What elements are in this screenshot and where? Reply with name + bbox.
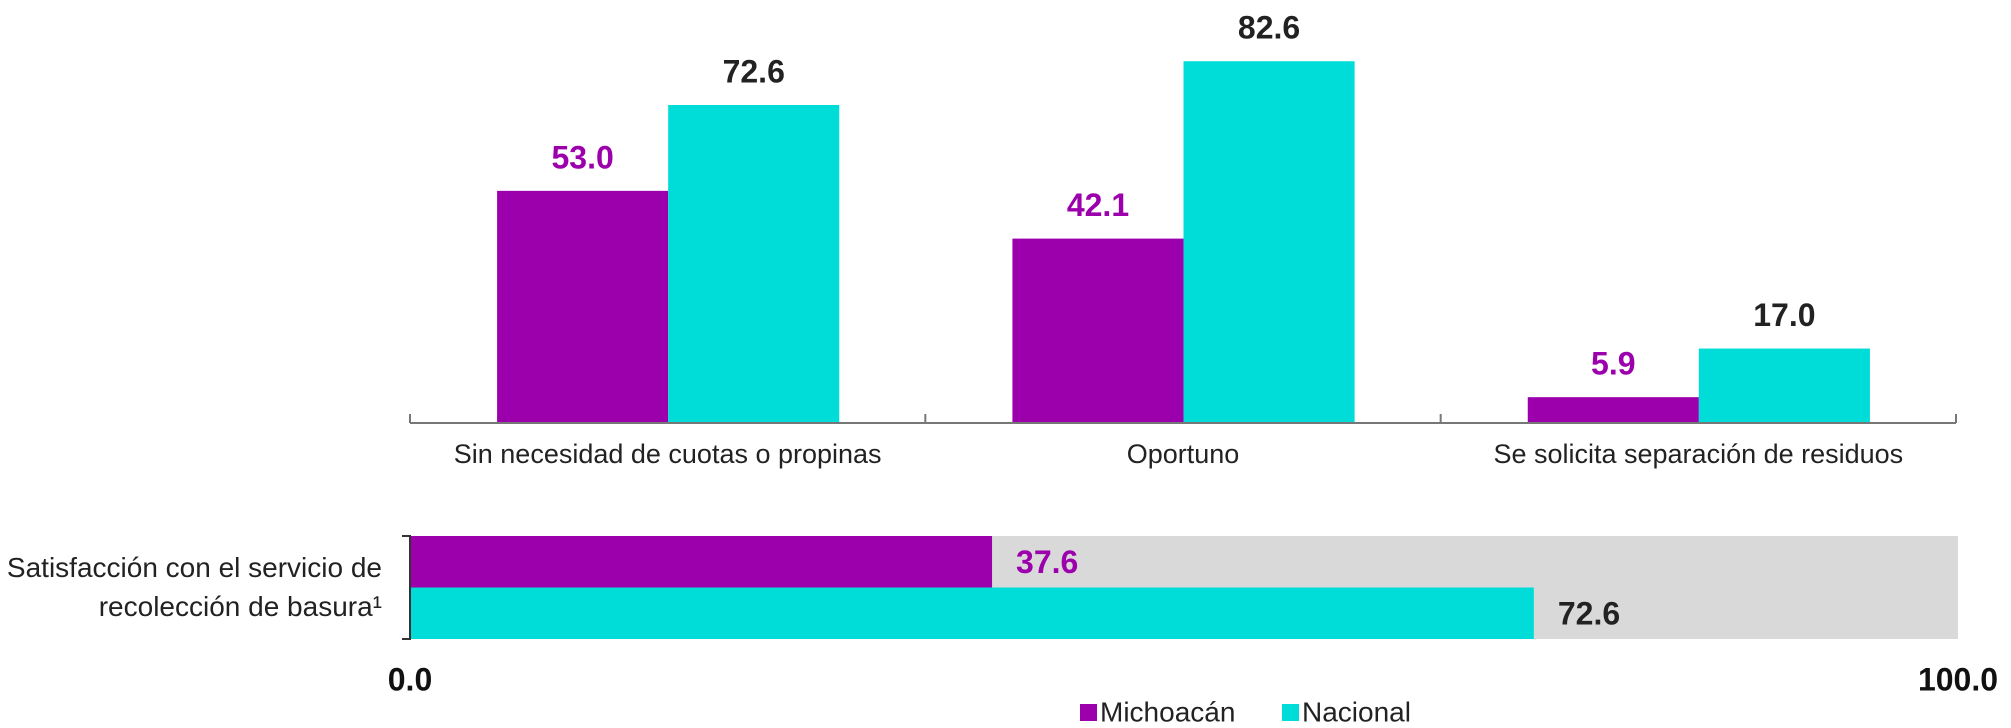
value-label: 42.1 (1067, 187, 1129, 223)
category-label: Satisfacción con el servicio de recolecc… (6, 552, 382, 622)
legend-label: Nacional (1302, 696, 1411, 727)
legend-swatch (1080, 704, 1097, 721)
x-tick-label: Sin necesidad de cuotas o propinas (454, 439, 882, 469)
value-label: 17.0 (1753, 297, 1815, 333)
x-tick-label: 100.0 (1918, 661, 1998, 697)
bar (410, 587, 1534, 639)
y-axis (402, 535, 411, 640)
legend-swatch (1282, 704, 1299, 721)
bar (1698, 348, 1870, 423)
x-tick-label: Oportuno (1127, 439, 1240, 469)
value-label: 5.9 (1591, 346, 1635, 382)
legend-label: Michoacán (1100, 696, 1235, 727)
bar (497, 190, 669, 423)
x-tick-label: Se solicita separación de residuos (1493, 439, 1903, 469)
bar (1183, 61, 1355, 423)
bar (1527, 397, 1699, 423)
x-tick-label: 0.0 (388, 661, 432, 697)
bar (1012, 238, 1184, 423)
value-label: 82.6 (1238, 10, 1300, 46)
value-label: 37.6 (1016, 544, 1078, 580)
value-label: 53.0 (551, 139, 613, 175)
bar (668, 105, 840, 424)
value-label: 72.6 (723, 53, 785, 89)
value-label: 72.6 (1558, 596, 1620, 632)
bar (410, 536, 993, 588)
